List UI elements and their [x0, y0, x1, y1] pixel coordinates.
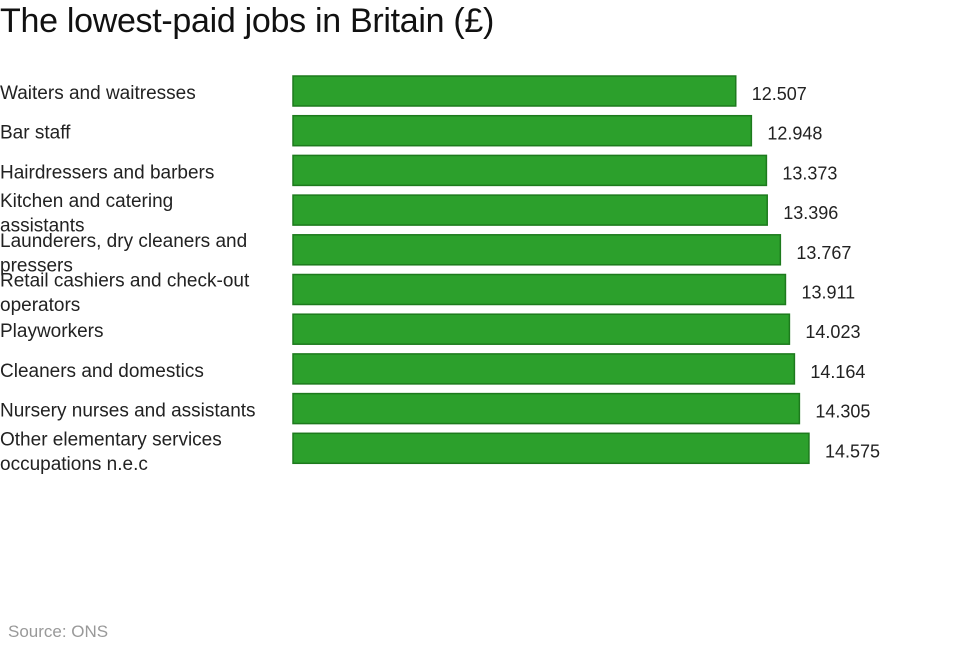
- category-label: Other elementary services occupations n.e…: [0, 429, 222, 475]
- source-note: Source: ONS: [8, 622, 109, 641]
- chart-title: The lowest-paid jobs in Britain (£): [0, 2, 495, 40]
- bar: [292, 234, 782, 266]
- category-label-line: Kitchen and catering: [0, 191, 173, 212]
- category-label-line: Playworkers: [0, 321, 103, 342]
- category-label: Cleaners and domestics: [0, 361, 204, 382]
- bar: [292, 194, 768, 226]
- category-label-line: pressers: [0, 255, 73, 276]
- category-label: Playworkers: [0, 321, 103, 342]
- category-label-line: occupations n.e.c: [0, 454, 148, 475]
- bar: [292, 273, 787, 306]
- value-label: 14.023: [805, 322, 860, 342]
- category-label-line: assistants: [0, 216, 84, 237]
- bar: [292, 353, 796, 385]
- value-label: 12.948: [767, 124, 822, 144]
- category-label-line: Retail cashiers and check-out: [0, 271, 250, 292]
- category-label-line: Launderers, dry cleaners and: [0, 231, 247, 252]
- value-label: 14.305: [815, 402, 870, 422]
- value-label: 13.767: [796, 243, 851, 263]
- category-label: Nursery nurses and assistants: [0, 401, 256, 422]
- category-label: Launderers, dry cleaners and pressers: [0, 231, 247, 276]
- category-label-line: Bar staff: [0, 123, 71, 144]
- category-label: Retail cashiers and check-out operators: [0, 271, 250, 317]
- category-label-line: Hairdressers and barbers: [0, 162, 214, 183]
- category-label: Waiters and waitresses: [0, 83, 196, 104]
- bar: [292, 432, 810, 465]
- category-label: Bar staff: [0, 123, 71, 144]
- category-label-line: Cleaners and domestics: [0, 361, 204, 382]
- bars: [292, 75, 810, 465]
- bar: [292, 75, 737, 107]
- value-labels: 12.507 12.948 13.373 13.396 13.767 13.911 14.0…: [752, 84, 880, 461]
- bar: [292, 392, 801, 425]
- category-label-line: Nursery nurses and assistants: [0, 401, 256, 422]
- category-label-line: Waiters and waitresses: [0, 83, 196, 104]
- category-label: Hairdressers and barbers: [0, 162, 214, 183]
- bar: [292, 313, 791, 345]
- value-label: 12.507: [752, 84, 807, 104]
- value-label: 13.396: [783, 203, 838, 223]
- bar: [292, 154, 768, 187]
- value-label: 14.575: [825, 441, 880, 461]
- value-label: 14.164: [810, 362, 865, 382]
- value-label: 13.373: [782, 163, 837, 183]
- category-labels: Waiters and waitresses Bar staff Hairdress…: [0, 83, 256, 475]
- value-label: 13.911: [801, 283, 855, 303]
- category-label-line: operators: [0, 295, 80, 316]
- bar: [292, 114, 753, 147]
- bar-chart: Waiters and waitresses Bar staff Hairdress…: [0, 75, 880, 475]
- category-label: Kitchen and catering assistants: [0, 191, 173, 237]
- category-label-line: Other elementary services: [0, 429, 222, 450]
